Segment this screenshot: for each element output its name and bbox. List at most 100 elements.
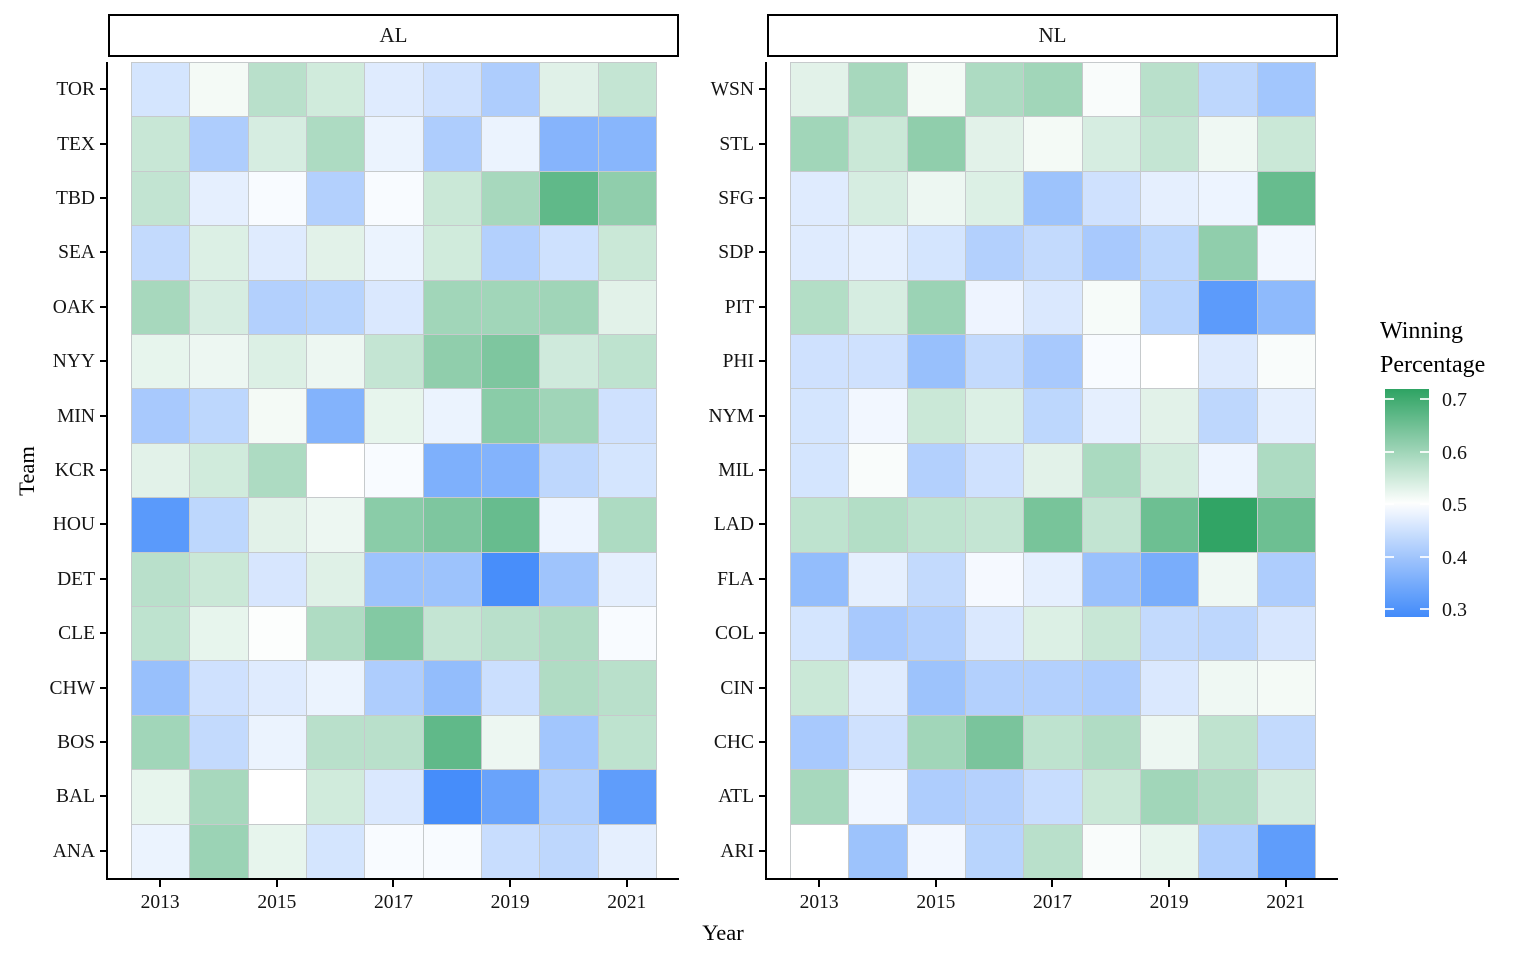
heatmap-cell xyxy=(189,388,249,444)
x-axis-tick xyxy=(934,880,937,887)
heatmap-cell xyxy=(848,714,908,771)
legend-tick-mark xyxy=(1385,608,1394,611)
heatmap-cell xyxy=(1023,769,1083,825)
legend-tick-label: 0.6 xyxy=(1442,441,1467,464)
heatmap-cell xyxy=(422,116,482,172)
heatmap-cell xyxy=(305,769,366,825)
facet-strip-al: AL xyxy=(108,14,679,57)
heatmap-cell xyxy=(539,660,599,716)
heatmap-cell xyxy=(422,714,482,771)
heatmap-cell xyxy=(131,442,191,499)
y-axis-tick xyxy=(759,523,766,526)
heatmap-cell xyxy=(539,170,599,227)
heatmap-cell xyxy=(1081,442,1141,499)
heatmap-cell xyxy=(964,606,1025,662)
heatmap-cell xyxy=(131,388,191,444)
heatmap-cell xyxy=(906,225,966,281)
facet-label-nl: NL xyxy=(1038,23,1067,47)
heatmap-cell xyxy=(1139,606,1200,662)
legend-tick-label: 0.3 xyxy=(1442,599,1467,622)
heatmap-cell xyxy=(848,442,908,499)
x-axis-tick xyxy=(1168,880,1171,887)
heatmap-cell xyxy=(131,225,191,281)
heatmap-cell xyxy=(1198,497,1258,553)
y-axis-label-team: MIL xyxy=(718,460,754,481)
heatmap-cell xyxy=(1081,170,1141,227)
heatmap-cell xyxy=(247,660,307,716)
heatmap-cell xyxy=(1256,823,1316,879)
heatmap-cell xyxy=(597,769,657,825)
y-axis-tick xyxy=(759,795,766,798)
heatmap-cell xyxy=(364,170,424,227)
heatmap-cell xyxy=(131,279,191,335)
heatmap-cell xyxy=(131,660,191,716)
heatmap-cell xyxy=(1198,551,1258,607)
y-axis-label-team: LAD xyxy=(713,514,754,536)
heatmap-cell xyxy=(189,606,249,662)
y-axis-tick xyxy=(100,414,107,417)
heatmap-cell xyxy=(1023,170,1083,227)
heatmap-cell xyxy=(1256,769,1316,825)
y-axis-label-team: CLE xyxy=(58,623,95,645)
heatmap-cell xyxy=(480,279,541,335)
heatmap-cell xyxy=(790,388,850,444)
heatmap-cell xyxy=(597,170,657,227)
heatmap-cell xyxy=(539,225,599,281)
heatmap-cell xyxy=(364,497,424,553)
heatmap-cell xyxy=(189,116,249,172)
heatmap-cell xyxy=(1139,116,1200,172)
heatmap-cell xyxy=(848,769,908,825)
heatmap-cell xyxy=(597,714,657,771)
heatmap-cell xyxy=(247,170,307,227)
heatmap-cell xyxy=(1256,334,1316,390)
heatmap-cell xyxy=(131,769,191,825)
heatmap-cell xyxy=(539,62,599,118)
heatmap-cell xyxy=(480,170,541,227)
y-axis-tick xyxy=(100,142,107,145)
heatmap-cell xyxy=(1198,225,1258,281)
x-axis-tick xyxy=(818,880,821,887)
heatmap-cell xyxy=(906,660,966,716)
heatmap-cell xyxy=(364,769,424,825)
heatmap-cell xyxy=(848,388,908,444)
heatmap-cell xyxy=(189,279,249,335)
heatmap-cell xyxy=(422,769,482,825)
heatmap-cell xyxy=(790,551,850,607)
y-axis-tick xyxy=(100,632,107,635)
heatmap-cell xyxy=(790,497,850,553)
heatmap-cell xyxy=(247,551,307,607)
heatmap-cell xyxy=(906,606,966,662)
heatmap-cell xyxy=(364,225,424,281)
heatmap-cell xyxy=(1023,225,1083,281)
x-axis-label-year: 2015 xyxy=(916,892,956,913)
heatmap-cell xyxy=(1081,116,1141,172)
heatmap-cell xyxy=(848,116,908,172)
heatmap-cell xyxy=(422,225,482,281)
heatmap-cell xyxy=(1139,551,1200,607)
heatmap-cell xyxy=(422,660,482,716)
heatmap-cell xyxy=(790,225,850,281)
legend-tick-mark xyxy=(1385,398,1394,401)
heatmap-cell xyxy=(906,714,966,771)
legend-colorbar xyxy=(1385,389,1429,617)
heatmap-cell xyxy=(189,551,249,607)
legend: Winning Percentage 0.7 0.6 0.5 0.4 0.3 xyxy=(1380,314,1536,644)
y-axis-tick xyxy=(759,251,766,254)
y-axis-label-team: SEA xyxy=(58,242,95,264)
heatmap-cell xyxy=(906,442,966,499)
y-axis-label-team: TOR xyxy=(56,79,95,101)
y-axis-label-team: ARI xyxy=(720,840,754,862)
heatmap-cell xyxy=(1081,279,1141,335)
heatmap-cell xyxy=(790,170,850,227)
heatmap-cell xyxy=(1256,606,1316,662)
x-axis-tick xyxy=(509,880,512,887)
heatmap-cell xyxy=(1198,714,1258,771)
heatmap-cell xyxy=(1023,660,1083,716)
heatmap-cell xyxy=(131,497,191,553)
heatmap-cell xyxy=(480,116,541,172)
heatmap-cell xyxy=(1139,497,1200,553)
y-axis-label-team: COL xyxy=(715,623,754,645)
legend-title-line1: Winning xyxy=(1380,318,1464,344)
heatmap-cell xyxy=(539,116,599,172)
